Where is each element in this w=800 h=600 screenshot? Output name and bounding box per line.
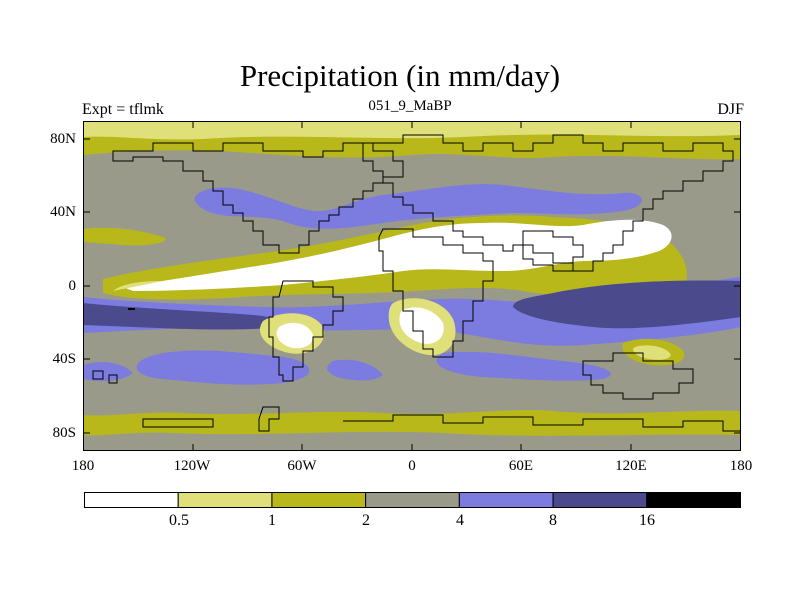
- coast-africa: [378, 228, 494, 358]
- lat-tick-80n: 80N: [50, 131, 76, 147]
- experiment-label: Expt = tflmk: [82, 101, 164, 118]
- field-4-8-edge: [83, 362, 133, 381]
- colorbar-box: [271, 492, 367, 508]
- colorbar-label-1: 1: [268, 512, 276, 529]
- colorbar-label-4: 4: [456, 512, 464, 529]
- coast-north-america: [112, 142, 404, 254]
- lat-tick-40s: 40S: [52, 351, 76, 367]
- field-4-8-south-indian: [436, 351, 611, 381]
- coast-islets: [92, 370, 118, 384]
- colorbar: [84, 492, 741, 508]
- colorbar-box: [552, 492, 648, 508]
- colorbar-label-8: 8: [549, 512, 557, 529]
- field-05-1-edge: [113, 281, 163, 291]
- field-2-4-antarctic: [83, 431, 741, 451]
- lon-tick-0: 0: [408, 458, 416, 474]
- coast-antarctica: [343, 414, 741, 432]
- season-label: DJF: [717, 101, 744, 118]
- field-4-8-south-pacific-west: [136, 350, 310, 385]
- lon-tick-120w: 120W: [173, 458, 211, 474]
- coast-antarctic-peninsula: [258, 406, 280, 432]
- colorbar-label-2: 2: [362, 512, 370, 529]
- field-4-8-nh-storm-track: [194, 184, 642, 229]
- tick-marks: [83, 121, 741, 451]
- coast-india: [522, 230, 584, 272]
- field-4-8-south-atlantic: [327, 359, 383, 381]
- coast-australia: [582, 352, 694, 400]
- field-0-05-dry-belt: [123, 219, 672, 291]
- field-0-05-south-africa: [399, 307, 444, 344]
- field-0-05-south-america: [276, 322, 314, 349]
- colorbar-box: [365, 492, 460, 508]
- lat-tick-80s: 80S: [52, 425, 76, 441]
- field-8-16-indo-pacific: [513, 280, 741, 329]
- colorbar-label-16: 16: [639, 512, 655, 529]
- coastlines: [92, 134, 741, 432]
- lon-tick-120e: 120E: [615, 458, 647, 474]
- precipitation-map: [83, 121, 741, 451]
- coast-eurasia: [362, 134, 734, 272]
- lon-tick-180w: 180: [71, 458, 95, 474]
- colorbar-box: [646, 492, 741, 508]
- colorbar-box: [84, 492, 179, 508]
- period-label: 051_9_MaBP: [368, 98, 452, 114]
- lat-tick-40n: 40N: [50, 204, 76, 220]
- field-1-2-pacific-subtropics: [83, 227, 166, 246]
- colorbar-box: [458, 492, 554, 508]
- colorbar-label-05: 0.5: [169, 512, 189, 529]
- coast-small-island: [142, 418, 214, 428]
- lon-tick-60w: 60W: [287, 458, 317, 474]
- lon-tick-180e: 180: [729, 458, 753, 474]
- lon-tick-60e: 60E: [508, 458, 534, 474]
- contour-fields: [83, 121, 741, 451]
- coast-south-america: [268, 280, 344, 382]
- colorbar-box: [177, 492, 273, 508]
- lat-tick-0: 0: [68, 278, 77, 294]
- chart-title: Precipitation (in mm/day): [239, 58, 561, 93]
